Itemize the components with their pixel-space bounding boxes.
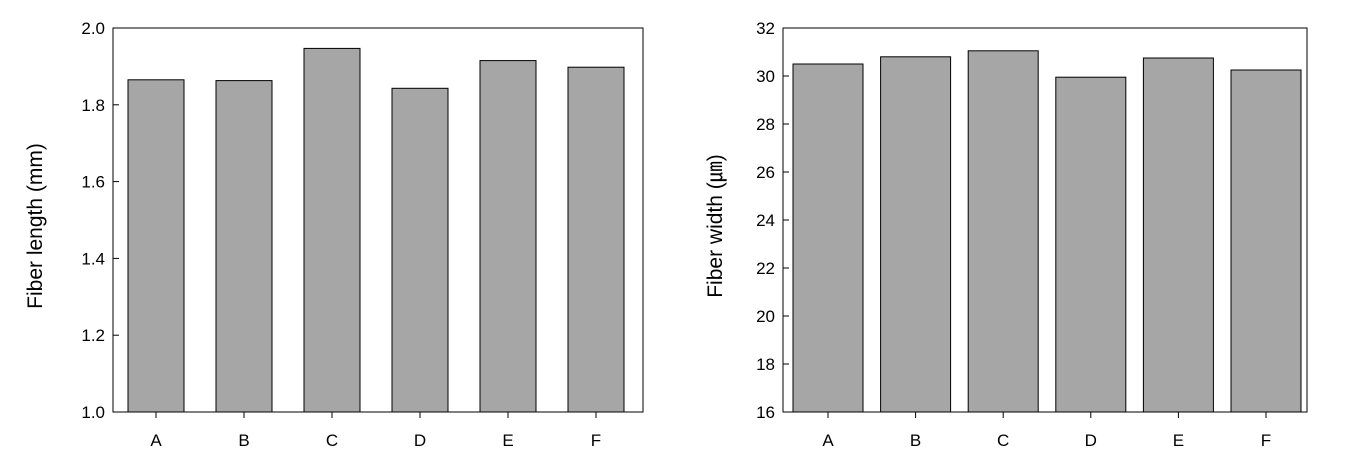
fiber-width-y-tick-label: 28 <box>756 115 775 134</box>
fiber-width-x-tick-label: A <box>822 431 834 450</box>
fiber-width-bar-c <box>967 50 1039 413</box>
fiber-length-y-tick-label: 1.4 <box>81 249 105 268</box>
fiber-width-y-tick-label: 22 <box>756 259 775 278</box>
fiber-width-bar-a <box>792 63 864 413</box>
fiber-length-bar-b <box>215 80 273 413</box>
fiber-width-y-tick-label: 30 <box>756 67 775 86</box>
fiber-width-chart: 16 18 20 22 24 26 28 30 32 A B C D E F Fiber width (㎛) <box>704 19 1308 450</box>
fiber-length-bar-c <box>303 47 361 413</box>
fiber-length-chart: 1.0 1.2 1.4 1.6 1.8 2.0 A B C D E F Fiber length (mm… <box>24 19 644 450</box>
fiber-width-bar-f <box>1230 69 1302 413</box>
fiber-length-y-tick-label: 1.2 <box>81 326 105 345</box>
fiber-length-plot-frame <box>112 27 644 413</box>
fiber-width-bar-d <box>1055 76 1127 413</box>
fiber-width-y-tick-label: 18 <box>756 355 775 374</box>
fiber-length-y-tick-label: 1.0 <box>81 403 105 422</box>
fiber-length-x-tick-label: D <box>414 431 426 450</box>
fiber-length-x-tick-label: B <box>238 431 249 450</box>
fiber-width-x-tick-label: D <box>1085 431 1097 450</box>
fiber-length-bar-a <box>127 79 185 413</box>
fiber-width-y-tick-label: 26 <box>756 163 775 182</box>
fiber-width-y-axis-title: Fiber width (㎛) <box>704 154 728 298</box>
fiber-length-x-tick-label: C <box>326 431 338 450</box>
fiber-width-y-tick-label: 20 <box>756 307 775 326</box>
fiber-width-x-tick-label: B <box>910 431 921 450</box>
fiber-length-bar-d <box>391 87 449 413</box>
fiber-width-bar-e <box>1142 57 1214 413</box>
fiber-length-x-tick-label: A <box>150 431 162 450</box>
fiber-width-x-tick-label: E <box>1173 431 1184 450</box>
fiber-width-x-tick-label: C <box>997 431 1009 450</box>
fiber-width-y-tick-label: 32 <box>756 19 775 38</box>
fiber-length-bar-f <box>567 66 625 413</box>
fiber-length-y-tick-label: 1.6 <box>81 173 105 192</box>
fiber-length-bar-e <box>479 60 537 413</box>
fiber-width-y-tick-label: 16 <box>756 403 775 422</box>
fiber-length-y-axis-title: Fiber length (mm) <box>24 143 47 309</box>
fiber-length-x-tick-label: F <box>591 431 601 450</box>
fiber-length-y-tick-label: 1.8 <box>81 96 105 115</box>
fiber-length-x-tick-label: E <box>502 431 513 450</box>
fiber-width-bar-b <box>880 56 952 413</box>
fiber-width-x-tick-label: F <box>1261 431 1271 450</box>
fiber-width-y-tick-label: 24 <box>756 211 775 230</box>
fiber-length-y-tick-label: 2.0 <box>81 19 105 38</box>
